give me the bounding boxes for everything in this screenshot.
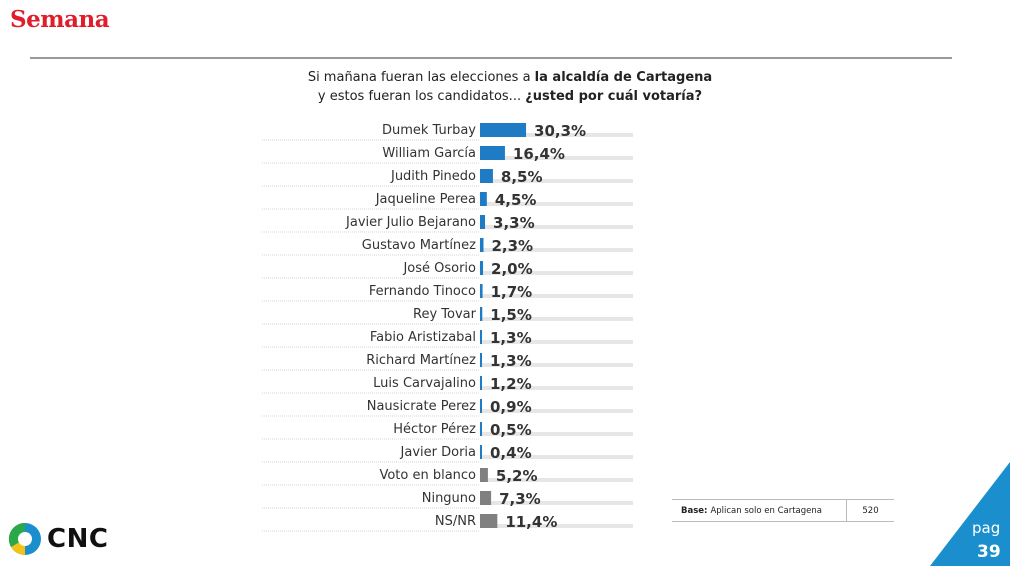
category-label: Fabio Aristizabal	[370, 330, 476, 345]
value-label: 1,5%	[490, 306, 532, 324]
bar	[480, 445, 482, 459]
bar	[480, 192, 487, 206]
bar-track	[480, 501, 633, 505]
category-label: Ninguno	[422, 491, 476, 506]
bar-track	[480, 317, 633, 321]
value-label: 0,4%	[490, 444, 532, 462]
bar-track	[480, 156, 633, 160]
value-label: 2,0%	[491, 260, 533, 278]
value-label: 11,4%	[505, 513, 557, 531]
bar	[480, 284, 483, 298]
question-line2: y estos fueran los candidatos... ¿usted …	[317, 89, 703, 104]
question-line1: Si mañana fueran las elecciones a la alc…	[307, 70, 713, 85]
category-label: José Osorio	[402, 261, 476, 276]
bar-track	[480, 340, 633, 344]
value-label: 2,3%	[491, 237, 533, 255]
category-label: NS/NR	[435, 514, 476, 529]
bar-track	[480, 455, 633, 459]
chart-question: Si mañana fueran las elecciones a la alc…	[230, 68, 790, 106]
bar-track	[480, 248, 633, 252]
category-label: Judith Pinedo	[390, 169, 476, 184]
bar-track	[480, 386, 633, 390]
category-label: Dumek Turbay	[382, 123, 476, 138]
value-label: 1,3%	[490, 329, 532, 347]
value-label: 8,5%	[501, 168, 543, 186]
cnc-logo-text: CNC	[47, 524, 109, 554]
value-label: 4,5%	[495, 191, 537, 209]
bar-track	[480, 478, 633, 482]
value-label: 3,3%	[493, 214, 535, 232]
bar-track	[480, 225, 633, 229]
bar-track	[480, 363, 633, 367]
category-label: Nausicrate Perez	[367, 399, 476, 414]
value-label: 16,4%	[513, 145, 565, 163]
value-label: 7,3%	[499, 490, 541, 508]
page-number: 39	[977, 542, 1001, 562]
bar	[480, 353, 482, 367]
value-label: 1,3%	[490, 352, 532, 370]
category-label: Voto en blanco	[379, 468, 476, 483]
bar	[480, 422, 482, 436]
page-label: pag	[972, 519, 1001, 537]
bar	[480, 491, 492, 505]
bar-track	[480, 179, 633, 183]
cnc-logo-icon	[8, 522, 41, 555]
bar-track	[480, 271, 633, 275]
value-label: 5,2%	[496, 467, 538, 485]
header-divider	[30, 57, 952, 59]
category-label: Javier Doria	[400, 445, 476, 460]
value-label: 0,9%	[490, 398, 532, 416]
bar	[480, 376, 482, 390]
bar	[480, 123, 527, 137]
bar-track	[480, 409, 633, 413]
category-label: Luis Carvajalino	[373, 376, 476, 391]
category-label: Jaqueline Perea	[375, 192, 476, 207]
bar	[480, 307, 483, 321]
category-label: Rey Tovar	[413, 307, 477, 322]
value-label: 1,7%	[491, 283, 533, 301]
category-label: Héctor Pérez	[393, 422, 476, 437]
bar-track	[480, 432, 633, 436]
semana-logo: Semana	[10, 6, 110, 33]
bar	[480, 215, 486, 229]
category-label: Fernando Tinoco	[369, 284, 476, 299]
bar	[480, 399, 482, 413]
bar-track	[480, 202, 633, 206]
bar	[480, 514, 498, 528]
bar-track	[480, 294, 633, 298]
value-label: 0,5%	[490, 421, 532, 439]
bar	[480, 238, 484, 252]
category-label: William García	[382, 146, 476, 161]
bar-track	[480, 524, 633, 528]
value-label: 30,3%	[534, 122, 586, 140]
bar	[480, 146, 505, 160]
base-note: Base: Aplican solo en Cartagena 520	[672, 499, 894, 522]
category-label: Gustavo Martínez	[362, 238, 476, 253]
category-label: Javier Julio Bejarano	[345, 215, 476, 230]
base-value: 520	[862, 505, 879, 516]
bar	[480, 468, 488, 482]
value-label: 1,2%	[490, 375, 532, 393]
base-label: Base: Aplican solo en Cartagena	[672, 500, 847, 521]
bar	[480, 261, 484, 275]
bar	[480, 330, 482, 344]
bar	[480, 169, 493, 183]
cnc-logo: CNC	[8, 522, 108, 556]
category-label: Richard Martínez	[366, 353, 476, 368]
bar-track	[480, 133, 633, 137]
page-corner-triangle	[930, 462, 1010, 566]
